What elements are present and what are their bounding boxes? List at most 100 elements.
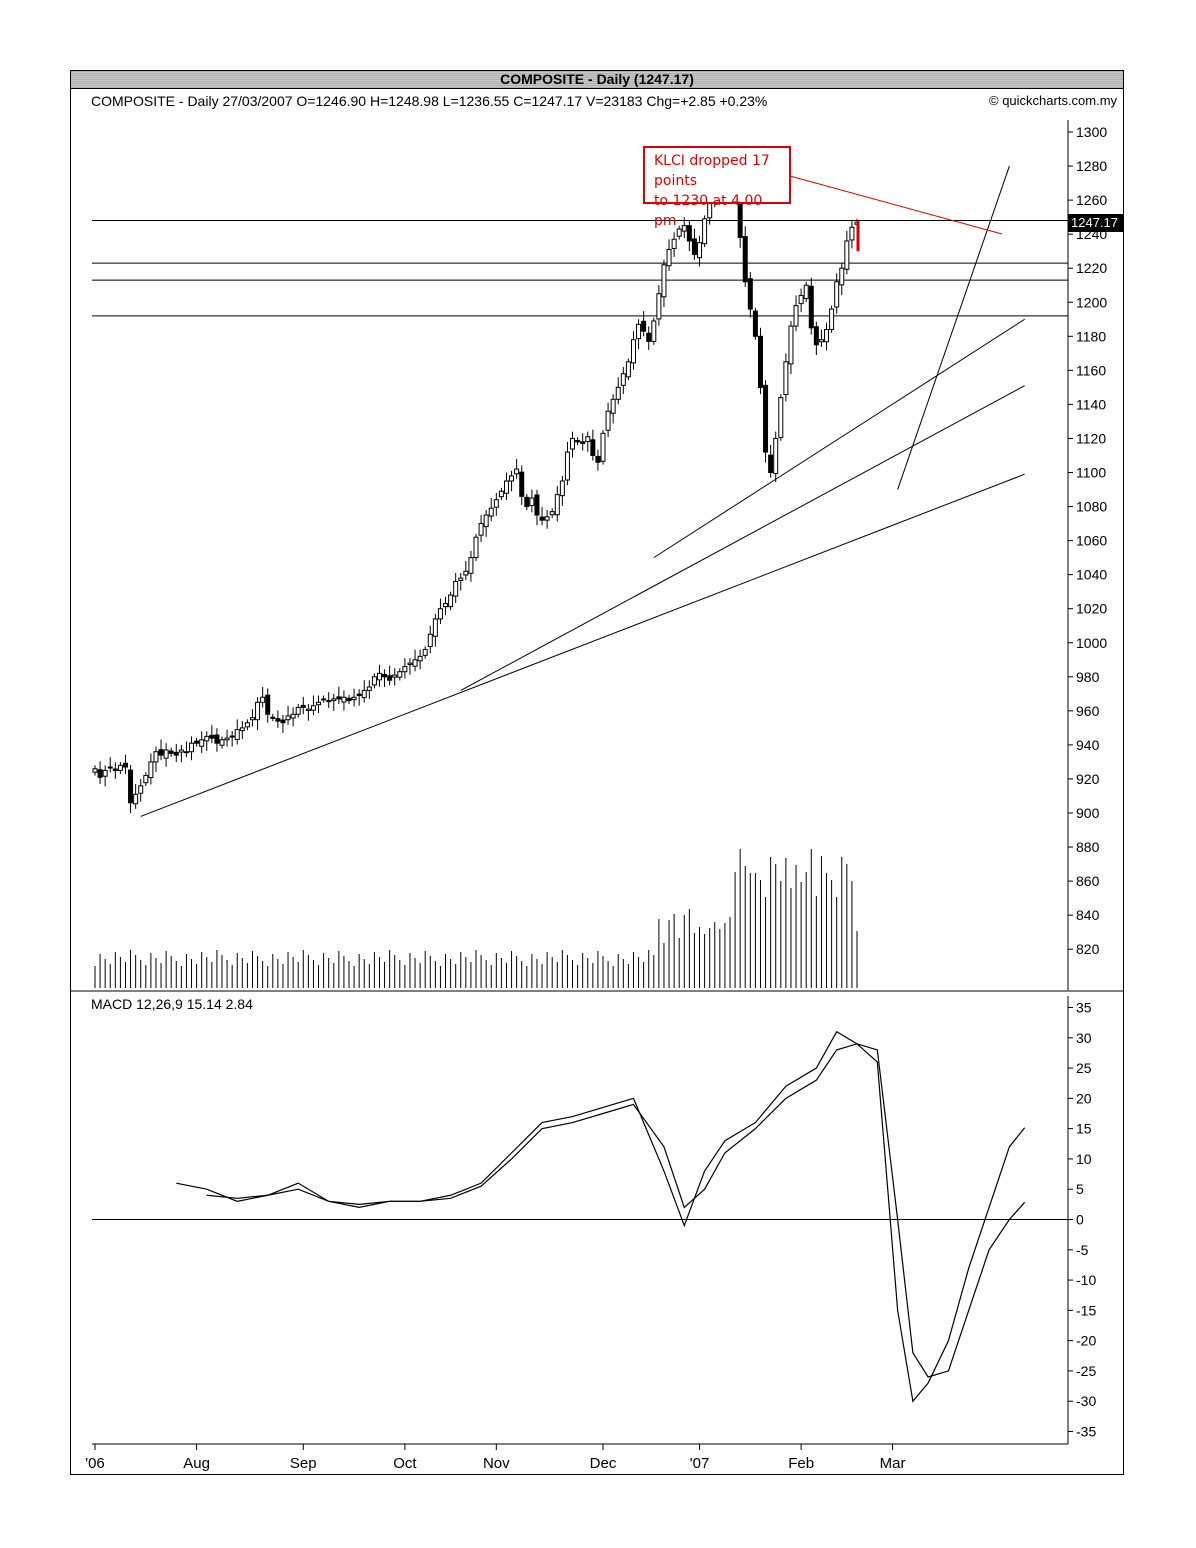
macd-tick-label: 0 (1076, 1212, 1084, 1228)
candle-body (275, 718, 281, 722)
candle-body (178, 749, 184, 753)
candle-body (463, 570, 469, 576)
candle-body (742, 236, 748, 283)
candle-body (387, 675, 393, 681)
candle-body (509, 475, 515, 482)
macd-label: MACD 12,26,9 15.14 2.84 (91, 996, 253, 1012)
candle-body (503, 480, 509, 494)
candle-body (239, 727, 245, 732)
trendline (897, 165, 1010, 490)
price-tick-label: 1200 (1076, 294, 1107, 310)
candle-body (128, 769, 134, 804)
candle-body (498, 490, 504, 498)
candle-body (356, 693, 362, 697)
candle-body (321, 698, 327, 701)
candle-body (366, 686, 372, 691)
candle-body (610, 398, 616, 414)
candle-body (143, 775, 149, 784)
candle-body (341, 696, 347, 703)
candle-body (189, 742, 195, 753)
candle-body (255, 701, 261, 721)
candle-body (346, 697, 352, 702)
candle-body (448, 594, 454, 608)
candle-body (575, 439, 581, 443)
candle-body (148, 761, 154, 779)
candle-body (107, 766, 113, 769)
price-tick-label: 1060 (1076, 533, 1107, 549)
candle-body (615, 386, 621, 400)
candle-body (686, 225, 692, 242)
chart-title: COMPOSITE - Daily (1247.17) (71, 71, 1123, 89)
candle-body (763, 384, 769, 453)
candle-body (595, 455, 601, 463)
candle-body (844, 240, 850, 270)
candle-body (585, 436, 591, 443)
candle-body (651, 320, 657, 342)
price-tick-label: 900 (1076, 805, 1100, 821)
price-tick-label: 920 (1076, 771, 1100, 787)
candle-body (590, 439, 596, 456)
candle-body (757, 335, 763, 388)
candle-body (493, 499, 499, 508)
candle-body (168, 750, 174, 754)
candle-body (661, 264, 667, 298)
price-tick-label: 1280 (1076, 158, 1107, 174)
macd-tick-label: -30 (1076, 1393, 1096, 1409)
x-tick-label: Dec (590, 1455, 617, 1472)
candle-body (656, 293, 662, 320)
candle-body (529, 497, 535, 507)
macd-tick-label: -35 (1076, 1424, 1096, 1440)
candle-body (636, 323, 642, 340)
candle-body (102, 769, 108, 777)
candle-body (468, 557, 474, 574)
candle-body (605, 410, 611, 431)
price-tick-label: 980 (1076, 669, 1100, 685)
x-tick-label: '06 (85, 1455, 105, 1472)
candle-body (773, 437, 779, 475)
candle-body (305, 708, 311, 712)
candle-body (524, 496, 530, 508)
candle-body (641, 320, 647, 332)
x-tick-label: Mar (880, 1455, 906, 1472)
candle-body (392, 674, 398, 678)
candle-body (519, 471, 525, 497)
candle-body (778, 397, 784, 438)
candle-body (199, 739, 205, 747)
candle-body (270, 716, 276, 719)
candle-body (818, 339, 824, 343)
candle-body (483, 514, 489, 528)
candle-body (630, 339, 636, 364)
x-tick-label: Sep (290, 1455, 317, 1472)
candle-body (331, 698, 337, 702)
ohlc-info: COMPOSITE - Daily 27/03/2007 O=1246.90 H… (91, 93, 768, 109)
candle-body (214, 734, 220, 744)
candle-body (514, 468, 520, 475)
candle-body (229, 735, 235, 738)
candle-body (183, 751, 189, 754)
x-tick-label: Nov (483, 1455, 510, 1472)
candle-body (265, 694, 271, 715)
candle-body (351, 696, 357, 701)
macd-tick-label: 20 (1076, 1090, 1092, 1106)
price-tick-label: 1040 (1076, 567, 1107, 583)
macd-tick-label: -25 (1076, 1363, 1096, 1379)
candle-body (209, 734, 215, 739)
candle-body (768, 454, 774, 473)
candle-body (316, 701, 322, 706)
macd-tick-label: 15 (1076, 1121, 1092, 1137)
price-tick-label: 820 (1076, 941, 1100, 957)
candle-body (234, 729, 240, 740)
candle-body (295, 706, 301, 715)
candle-body (808, 285, 814, 329)
macd-tick-label: -5 (1076, 1242, 1089, 1258)
candle-body (194, 740, 200, 744)
candle-body (376, 672, 382, 681)
candle-body (564, 451, 570, 481)
price-tick-label: 1100 (1076, 465, 1106, 481)
candle-body (829, 308, 835, 330)
candle-body (793, 305, 799, 327)
candle-body (138, 785, 144, 794)
candle-body (702, 218, 708, 245)
candle-body (158, 749, 164, 756)
candle-body (244, 722, 250, 728)
